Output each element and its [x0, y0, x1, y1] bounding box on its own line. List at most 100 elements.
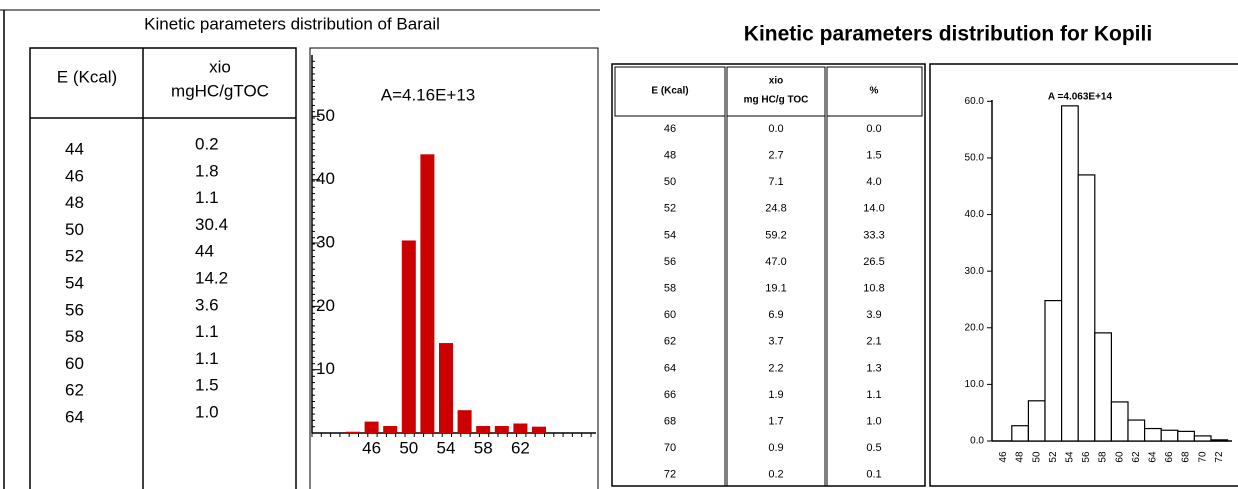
table-cell: 1.1 [195, 188, 219, 207]
y-tick-label: 50.0 [965, 153, 985, 164]
table-cell: 50 [65, 220, 84, 239]
table-cell: 68 [664, 416, 676, 428]
x-tick-label: 58 [1098, 451, 1109, 463]
table-cell: 56 [65, 300, 84, 319]
table-cell: 0.0 [768, 123, 783, 135]
table-cell: 52 [664, 203, 676, 215]
table-cell: 24.8 [765, 203, 786, 215]
table-cell: 14.2 [195, 268, 228, 287]
table-cell: 0.2 [768, 469, 783, 481]
table-cell: 48 [65, 193, 84, 212]
table-cell: 2.7 [768, 150, 783, 162]
table-header: mg HC/g TOC [744, 95, 809, 106]
y-tick-label: 10 [316, 359, 335, 378]
table-cell: 0.2 [195, 134, 219, 153]
table-cell: 58 [65, 327, 84, 346]
bar [1011, 425, 1029, 442]
bar [1077, 174, 1096, 442]
table-header: E (Kcal) [651, 86, 688, 97]
bar [1094, 332, 1113, 442]
frames [0, 9, 1238, 489]
bar [420, 154, 435, 434]
table-cell: 30.4 [195, 215, 228, 234]
x-tick-label: 64 [1148, 451, 1159, 463]
table-cell: 1.5 [866, 150, 881, 162]
y-tick-label: 40.0 [965, 209, 985, 220]
x-tick-label: 56 [1081, 451, 1092, 463]
x-tick-label: 50 [399, 438, 418, 457]
bar [1160, 429, 1179, 442]
x-tick-label: 62 [1131, 451, 1142, 463]
bar [494, 426, 509, 433]
table-cell: 0.0 [866, 123, 881, 135]
bar [439, 343, 453, 433]
table-cell: 1.0 [866, 416, 881, 428]
bar [1060, 105, 1079, 442]
bar [1027, 400, 1046, 442]
table-cell: 54 [664, 229, 676, 241]
table-cell: 4.0 [866, 176, 881, 188]
table-cell: 47.0 [765, 256, 786, 268]
table-cell: 1.7 [768, 416, 783, 428]
bar [1210, 439, 1229, 442]
x-tick-label: 62 [511, 438, 530, 457]
table-header: % [870, 86, 879, 97]
table-cell: 72 [664, 469, 676, 481]
table-cell: 10.8 [863, 283, 884, 295]
bar [1044, 300, 1063, 442]
x-tick-label: 58 [474, 438, 493, 457]
table-cell: 1.5 [195, 376, 219, 395]
table-cell: 2.1 [866, 336, 881, 348]
bar [1177, 430, 1196, 442]
table-cell: 46 [65, 166, 84, 185]
bar [383, 426, 398, 433]
bar [364, 421, 379, 433]
y-tick-label: 20 [316, 296, 335, 315]
annotation: A =4.063E+14 [1048, 92, 1113, 103]
annotation: A=4.16E+13 [381, 85, 476, 104]
x-tick-label: 72 [1214, 451, 1225, 463]
x-tick-label: 70 [1197, 451, 1208, 463]
table-cell: 14.0 [863, 203, 884, 215]
table-cell: 66 [664, 389, 676, 401]
table-cell: 1.1 [195, 349, 219, 368]
table-cell: 59.2 [765, 229, 786, 241]
table-cell: 19.1 [765, 283, 786, 295]
table-cell: 0.1 [866, 469, 881, 481]
x-tick-label: 60 [1114, 451, 1125, 463]
bar [1110, 401, 1129, 442]
table-cell: 48 [664, 150, 676, 162]
x-tick-label: 54 [437, 438, 456, 457]
y-tick-label: 20.0 [965, 322, 985, 333]
table-cell: 1.0 [195, 402, 219, 421]
x-tick-label: 46 [362, 438, 381, 457]
table-cell: 3.6 [195, 295, 219, 314]
table-cell: 44 [195, 242, 214, 261]
y-tick-label: 30.0 [965, 266, 985, 277]
table-cell: 0.9 [768, 442, 783, 454]
table-cell: 1.9 [768, 389, 783, 401]
table-header: mgHC/gTOC [171, 81, 269, 100]
table-cell: 26.5 [863, 256, 884, 268]
y-tick-label: 40 [316, 169, 335, 188]
bar [346, 431, 360, 433]
bar [1143, 427, 1162, 442]
chart-title: Kinetic parameters distribution for Kopi… [744, 23, 1152, 46]
y-tick-label: 0.0 [970, 436, 984, 447]
table-cell: 3.9 [866, 309, 881, 321]
table-cell: 60 [664, 309, 676, 321]
table-cell: 62 [65, 381, 84, 400]
x-tick-label: 66 [1164, 451, 1175, 463]
bar [513, 423, 528, 433]
table-cell: 0.5 [866, 442, 881, 454]
table-cell: 2.2 [768, 362, 783, 374]
x-tick-label: 54 [1065, 451, 1076, 463]
table-cell: 62 [664, 336, 676, 348]
x-tick-label: 50 [1031, 451, 1042, 463]
bar [532, 426, 546, 433]
bar [401, 240, 416, 433]
table-cell: 1.1 [195, 322, 219, 341]
table-cell: 44 [65, 139, 84, 158]
table-cell: 64 [664, 362, 676, 374]
bar [1127, 419, 1146, 442]
